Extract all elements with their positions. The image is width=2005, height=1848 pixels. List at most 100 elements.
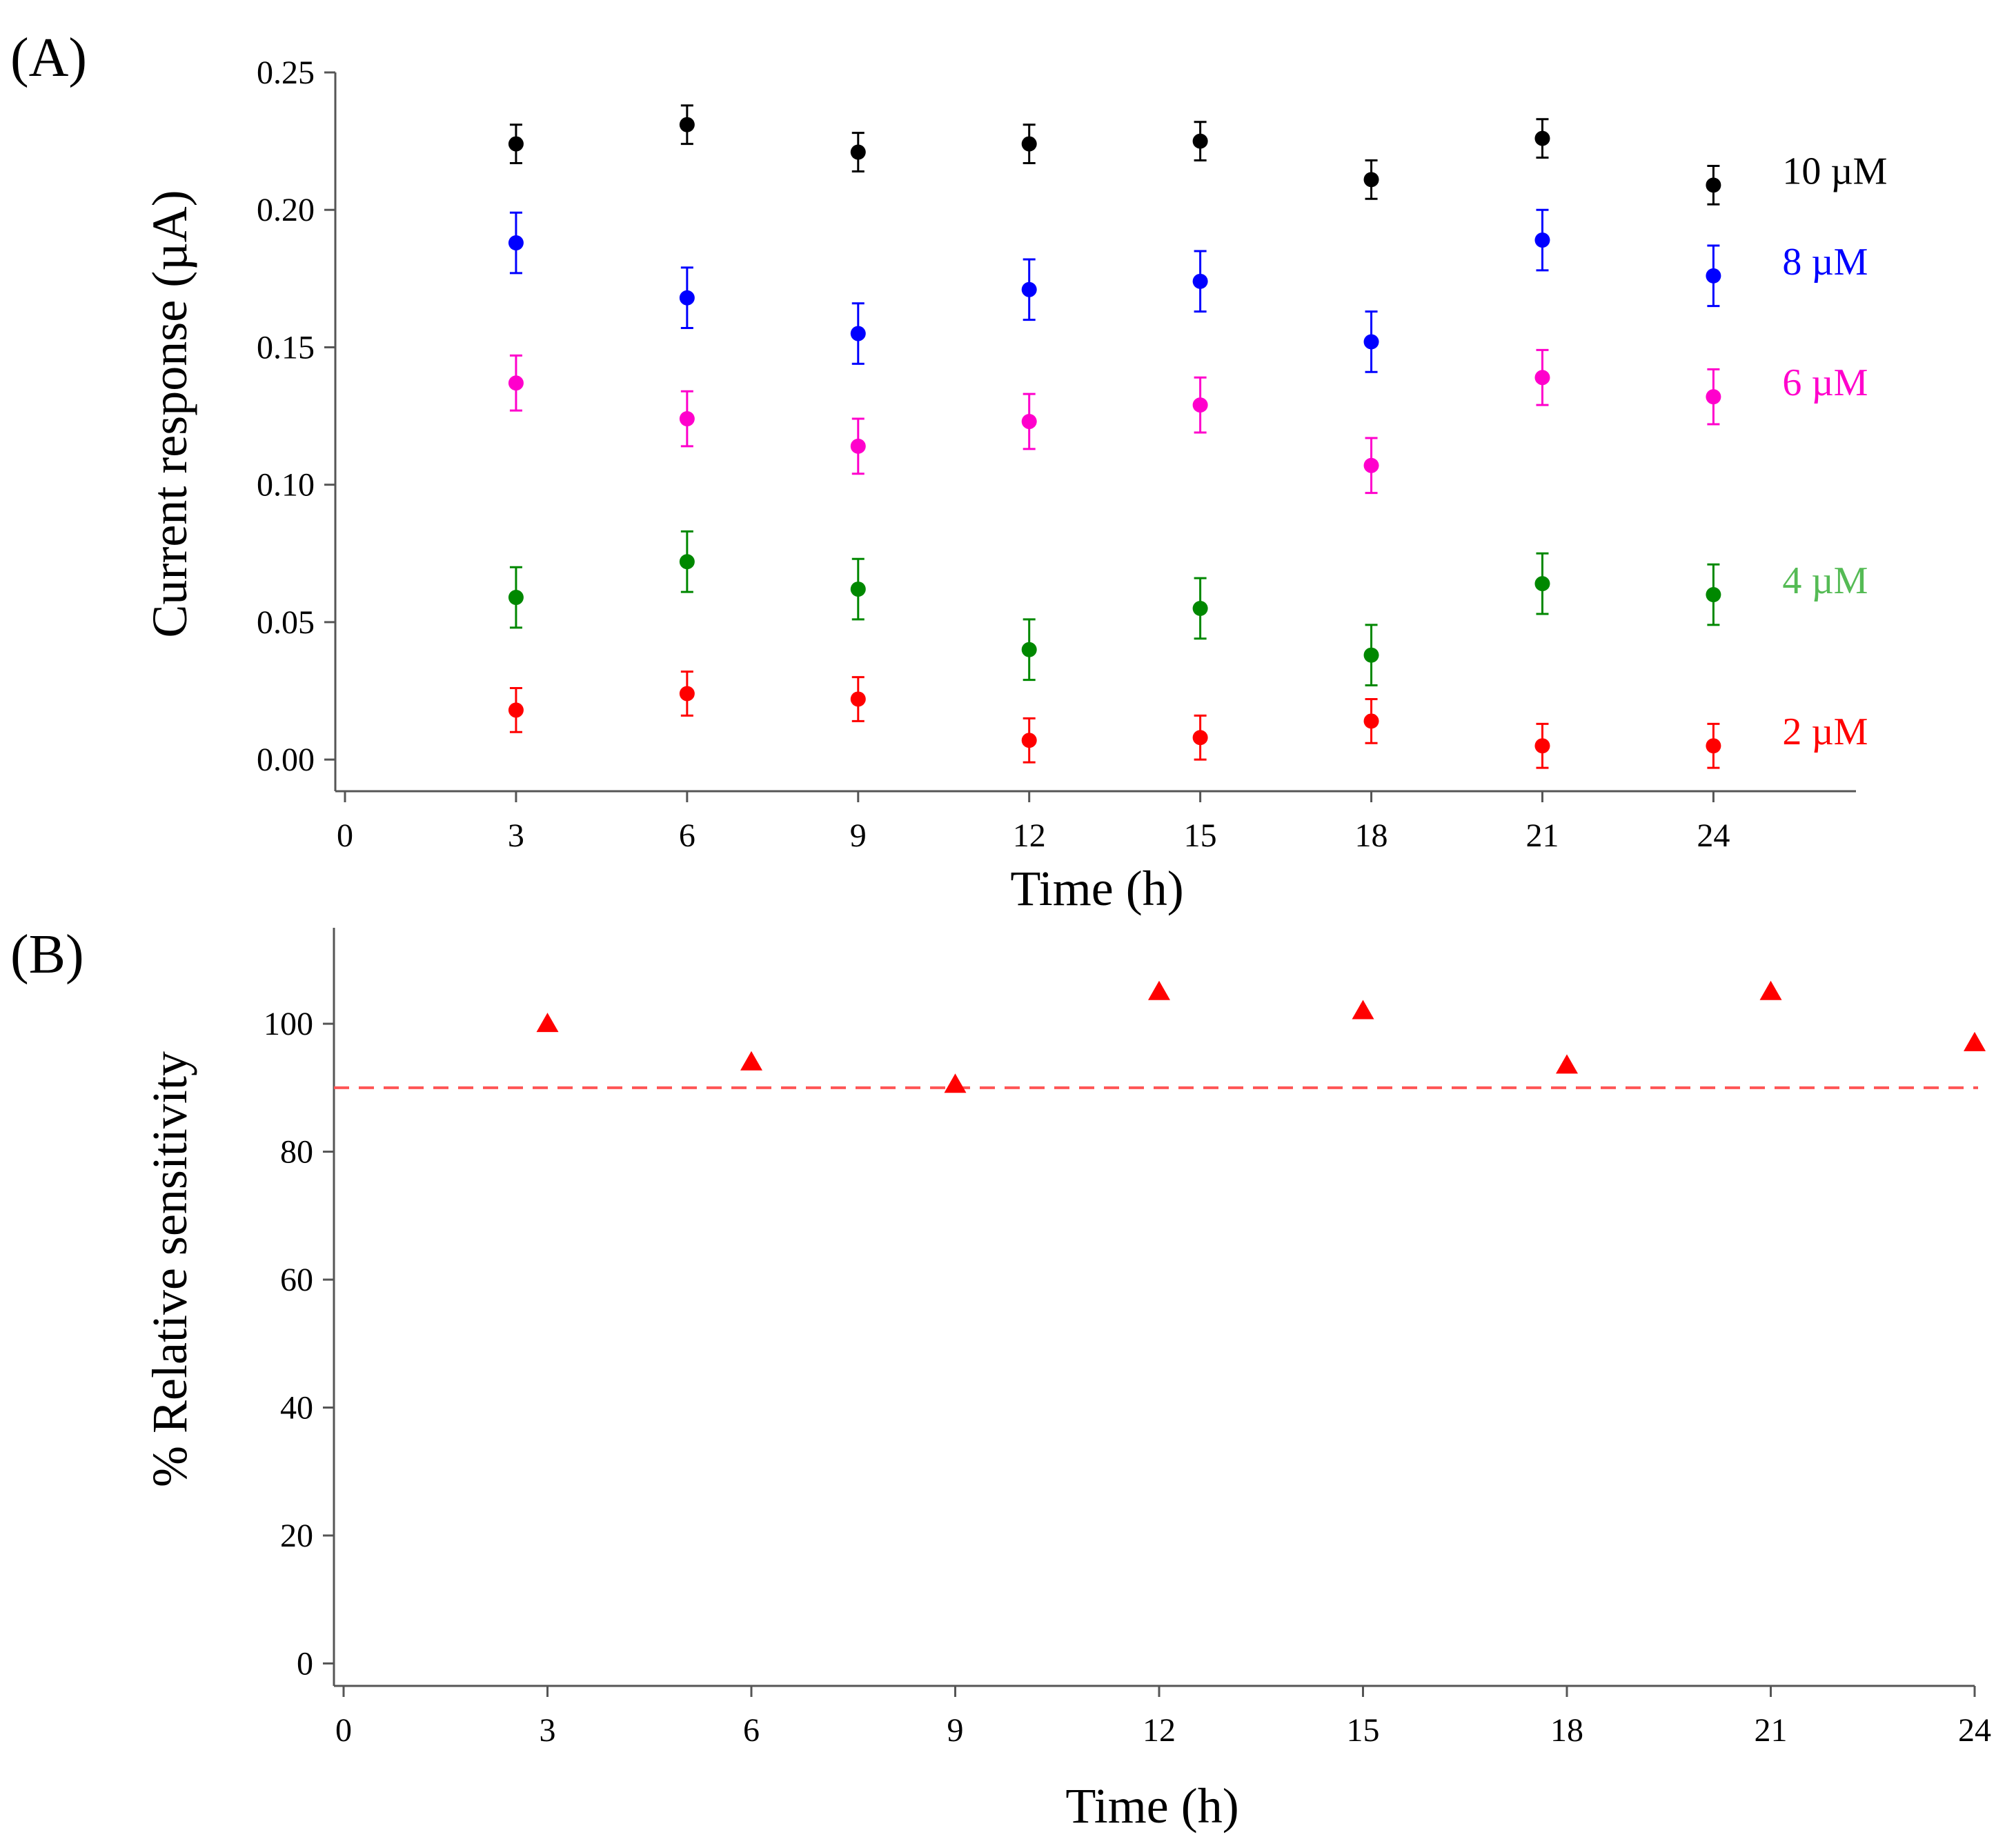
panel-b-x-tick-label: 9: [947, 1712, 964, 1749]
panel-b-x-tick-label: 12: [1143, 1712, 1176, 1749]
panel-a-marker: [1706, 268, 1721, 284]
panel-b-triangle-marker: [1556, 1054, 1578, 1074]
panel-a-marker: [1192, 600, 1208, 616]
panel-a-marker: [1706, 587, 1721, 603]
panel-a-point: [1534, 208, 1550, 272]
panel-b-triangle-marker: [944, 1073, 967, 1093]
panel-a-x-tick-label: 15: [1184, 817, 1217, 854]
panel-a-marker: [1363, 713, 1379, 729]
panel-a-point: [508, 354, 524, 412]
panel-a-marker: [850, 582, 866, 597]
panel-a-point: [679, 266, 695, 330]
panel-a-y-tick-label: 0.10: [257, 467, 315, 504]
panel-b-x-tick-label: 15: [1347, 1712, 1380, 1749]
panel-a-marker: [679, 117, 695, 132]
panel-b-x-axis-title: Time (h): [1065, 1778, 1238, 1834]
panel-a-point: [850, 676, 866, 722]
panel-b-axes: [333, 928, 1975, 1687]
panel-b-triangle-marker: [1759, 980, 1782, 1000]
panel-a-marker: [1192, 730, 1208, 746]
panel-a-marker: [1706, 177, 1721, 193]
panel-a-x-tick-label: 6: [679, 817, 695, 854]
panel-a-ticks: 0 3 6 9 12 15 18 21 24 0.00 0.05 0.10 0.15 0.20 0.25: [257, 54, 1730, 854]
panel-a-marker: [1706, 389, 1721, 405]
panel-a-x-tick-label: 3: [508, 817, 524, 854]
panel-b-x-tick-label: 18: [1550, 1712, 1583, 1749]
panel-a-point: [1363, 310, 1379, 373]
panel-a-marker: [850, 438, 866, 454]
panel-a-point: [1192, 376, 1208, 434]
panel-a-y-axis-title: Current response (µA): [142, 190, 197, 637]
panel-a-marker: [1021, 414, 1037, 430]
panel-b-x-tick-label: 24: [1958, 1712, 1991, 1749]
panel-a-x-tick-label: 0: [337, 817, 353, 854]
panel-a-marker: [1363, 172, 1379, 188]
panel-a-point: [1192, 577, 1208, 640]
panel-a-marker: [1534, 130, 1550, 146]
panel-a-marker: [1021, 281, 1037, 297]
panel-a-point: [1706, 563, 1721, 626]
panel-a-legend-label: 8 µM: [1782, 241, 1868, 284]
panel-a-point: [1363, 624, 1379, 687]
panel-a-marker: [1021, 642, 1037, 657]
panel-a-point: [679, 670, 695, 717]
panel-a-point: [508, 123, 524, 164]
panel-a-marker: [1363, 647, 1379, 663]
panel-a-point: [1534, 552, 1550, 615]
panel-a-x-tick-label: 9: [850, 817, 867, 854]
panel-a-point: [1021, 258, 1037, 321]
panel-a-legend-label: 6 µM: [1782, 361, 1868, 404]
panel-a-x-tick-label: 21: [1525, 817, 1559, 854]
panel-b-triangle-marker: [1352, 1000, 1374, 1020]
panel-a-marker: [679, 411, 695, 427]
panel-a-marker: [1192, 273, 1208, 289]
panel-b-x-tick-label: 3: [540, 1712, 556, 1749]
panel-a-point: [850, 302, 866, 365]
panel-a-marker: [1534, 576, 1550, 592]
panel-b-x-tick-label: 0: [335, 1712, 352, 1749]
panel-b-y-tick-label: 60: [280, 1262, 313, 1298]
panel-b-triangle-marker: [1148, 980, 1170, 1000]
panel-a-point: [850, 557, 866, 621]
panel-a-marker: [850, 326, 866, 341]
panel-a-point: [1534, 348, 1550, 406]
panel-b-y-tick-label: 80: [280, 1134, 313, 1171]
panel-b-triangle-marker: [1964, 1031, 1986, 1051]
panel-a-point: [1192, 121, 1208, 162]
panel-a-x-tick-label: 18: [1355, 817, 1388, 854]
panel-a-point: [1706, 164, 1721, 206]
panel-a-point: [679, 104, 695, 146]
panel-a-marker: [1192, 133, 1208, 149]
panel-b-label: (B): [10, 924, 84, 985]
panel-a-point: [1021, 618, 1037, 682]
panel-a-point: [1192, 714, 1208, 761]
panel-a-point: [508, 211, 524, 275]
panel-a-y-tick-label: 0.05: [257, 604, 315, 641]
panel-a-marker: [850, 144, 866, 160]
panel-a-y-tick-label: 0.25: [257, 54, 315, 91]
panel-a-marker: [508, 375, 524, 391]
panel-b-y-tick-label: 100: [264, 1006, 313, 1042]
panel-a-marker: [1363, 457, 1379, 473]
panel-a-point: [1192, 250, 1208, 313]
panel-a-marker: [508, 590, 524, 606]
panel-a-marker: [1706, 738, 1721, 754]
panel-a-point: [1021, 717, 1037, 764]
panel-a-point: [679, 390, 695, 448]
panel-a-marker: [679, 686, 695, 702]
panel-b-y-tick-label: 20: [280, 1518, 313, 1554]
panel-a-point: [1706, 368, 1721, 426]
panel-a-marker: [508, 136, 524, 152]
panel-a-y-tick-label: 0.00: [257, 742, 315, 778]
panel-b-triangle-marker: [536, 1013, 559, 1033]
panel-a-point: [1363, 697, 1379, 744]
panel-b-y-axis-title: % Relative sensitivity: [142, 1051, 197, 1487]
panel-a-marker: [679, 290, 695, 306]
panel-a-legend: 10 µM 8 µM 6 µM 4 µM 2 µM: [1782, 150, 1887, 753]
panel-a: (A) 0 3 6 9 12 15 18 21 24 0.00 0.05 0.10 0.15 0.20 0.…: [10, 28, 1887, 916]
panel-a-marker: [1534, 738, 1550, 754]
panel-a-marker: [1192, 397, 1208, 413]
panel-a-point: [850, 132, 866, 172]
